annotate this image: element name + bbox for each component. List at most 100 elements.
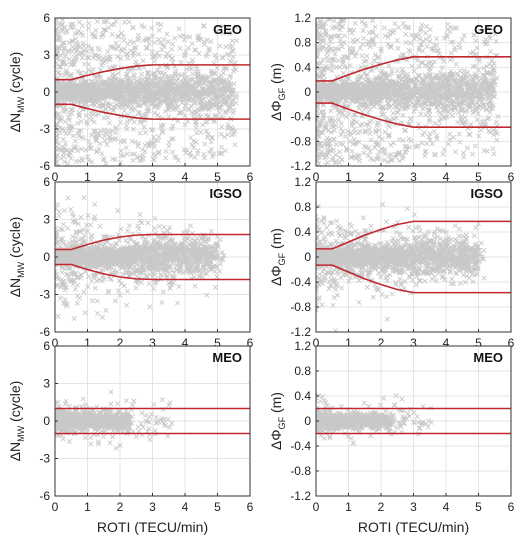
scatter-point xyxy=(99,62,105,68)
scatter-point xyxy=(316,136,320,142)
scatter-point xyxy=(140,88,146,94)
scatter-point xyxy=(349,154,355,160)
scatter-point xyxy=(383,105,389,111)
scatter-point xyxy=(112,72,118,78)
scatter-point xyxy=(190,76,196,82)
scatter-point xyxy=(368,102,374,108)
scatter-point xyxy=(208,139,214,145)
scatter-point xyxy=(427,137,433,143)
scatter-point xyxy=(494,75,500,81)
scatter-point xyxy=(387,31,393,37)
scatter-point xyxy=(55,60,59,66)
scatter-point xyxy=(61,153,67,159)
scatter-point xyxy=(127,81,133,87)
scatter-point xyxy=(146,36,152,42)
scatter-point xyxy=(453,85,459,91)
scatter-point xyxy=(191,144,197,150)
scatter-point xyxy=(159,93,165,99)
scatter-point xyxy=(202,155,208,161)
scatter-point xyxy=(468,121,474,127)
scatter-point xyxy=(91,128,97,134)
scatter-point xyxy=(420,38,426,44)
scatter-point xyxy=(79,55,85,61)
scatter-point xyxy=(86,61,92,67)
scatter-point xyxy=(136,110,142,116)
scatter-point xyxy=(86,55,92,61)
scatter-point xyxy=(450,101,456,107)
scatter-point xyxy=(186,106,192,112)
scatter-point xyxy=(70,81,76,87)
scatter-point xyxy=(68,123,74,129)
scatter-point xyxy=(394,81,400,87)
scatter-point xyxy=(231,107,237,113)
scatter-point xyxy=(363,86,369,92)
scatter-point xyxy=(373,127,379,133)
scatter-point xyxy=(324,54,330,60)
scatter-point xyxy=(71,93,77,99)
scatter-point xyxy=(81,61,88,67)
scatter-point xyxy=(141,112,147,118)
scatter-point xyxy=(163,95,169,101)
scatter-point xyxy=(196,37,202,43)
scatter-point xyxy=(439,111,445,117)
scatter-point xyxy=(55,157,59,163)
scatter-point xyxy=(435,48,441,54)
scatter-point xyxy=(368,156,374,162)
scatter-point xyxy=(316,104,320,110)
scatter-point xyxy=(400,20,406,26)
scatter-point xyxy=(83,147,89,153)
scatter-point xyxy=(333,141,339,147)
scatter-point xyxy=(475,89,481,95)
scatter-point xyxy=(323,28,329,35)
scatter-point xyxy=(165,105,171,111)
scatter-point xyxy=(229,43,235,49)
scatter-point xyxy=(492,31,498,37)
scatter-point xyxy=(139,22,145,29)
scatter-point xyxy=(184,66,190,72)
scatter-point xyxy=(137,153,143,159)
scatter-point xyxy=(129,67,135,73)
scatter-point xyxy=(433,93,439,99)
scatter-point xyxy=(132,73,138,79)
scatter-point xyxy=(356,152,362,158)
scatter-point xyxy=(323,162,329,166)
scatter-point xyxy=(195,68,201,74)
scatter-point xyxy=(83,113,89,119)
scatter-point xyxy=(370,18,376,24)
scatter-point xyxy=(444,93,450,99)
scatter-point xyxy=(393,154,399,160)
scatter-point xyxy=(152,74,158,80)
scatter-point xyxy=(355,74,361,80)
scatter-point xyxy=(393,99,399,105)
scatter-point xyxy=(334,92,340,98)
scatter-point xyxy=(434,43,440,49)
scatter-point xyxy=(221,134,227,140)
scatter-point xyxy=(405,74,411,80)
scatter-point xyxy=(385,42,391,48)
scatter-point xyxy=(179,109,185,115)
scatter-point xyxy=(491,71,497,77)
scatter-point xyxy=(220,30,226,37)
scatter-point xyxy=(363,121,369,127)
scatter-point xyxy=(170,123,176,129)
scatter-point xyxy=(361,58,367,65)
scatter-point xyxy=(480,27,486,33)
scatter-point xyxy=(339,157,345,163)
scatter-point xyxy=(68,107,74,113)
scatter-point xyxy=(481,148,487,154)
scatter-point xyxy=(163,94,169,100)
y-tick-label: -0.4 xyxy=(290,110,311,124)
scatter-point xyxy=(365,152,371,159)
scatter-point xyxy=(60,136,66,142)
scatter-point xyxy=(109,31,115,37)
scatter-point xyxy=(443,32,449,38)
scatter-point xyxy=(97,133,103,139)
scatter-point xyxy=(209,154,215,160)
scatter-point xyxy=(422,100,428,106)
scatter-point xyxy=(416,47,422,53)
scatter-point xyxy=(327,81,333,87)
scatter-point xyxy=(150,127,156,133)
scatter-point xyxy=(92,74,98,80)
scatter-point xyxy=(440,101,446,107)
scatter-point xyxy=(340,128,346,134)
